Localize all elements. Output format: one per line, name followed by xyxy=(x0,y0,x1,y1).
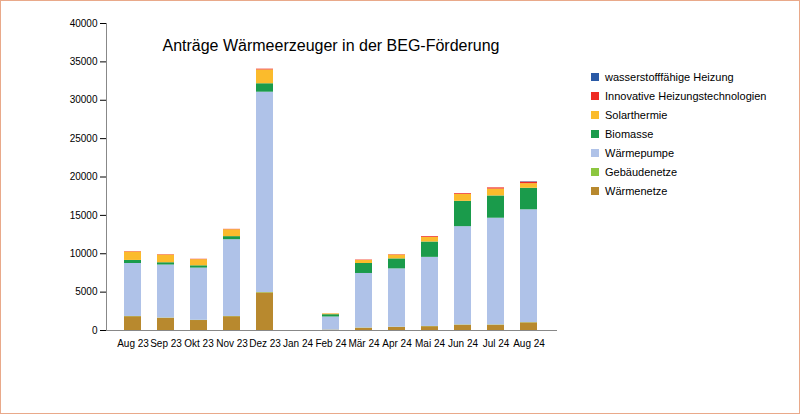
svg-text:Jan 24: Jan 24 xyxy=(283,338,313,349)
html-text:Innovative Heizungstechnologie: Innovative Heizungstechnologien xyxy=(605,89,767,102)
svg-text:0: 0 xyxy=(92,325,98,336)
svg-text:30000: 30000 xyxy=(70,94,98,105)
svg-text:Aug 23: Aug 23 xyxy=(117,338,149,349)
svg-text:25000: 25000 xyxy=(70,133,98,144)
svg-text:Mai 24: Mai 24 xyxy=(415,338,445,349)
svg-text:Jul 24: Jul 24 xyxy=(483,338,510,349)
svg-text:Jun 24: Jun 24 xyxy=(448,338,478,349)
svg-text:20000: 20000 xyxy=(70,171,98,182)
html-text:Biomasse: Biomasse xyxy=(605,127,654,140)
svg-text:Feb 24: Feb 24 xyxy=(315,338,347,349)
html-text:Wärmepumpe: Wärmepumpe xyxy=(605,146,675,159)
svg-text:10000: 10000 xyxy=(70,248,98,259)
html-text:Gebäudenetze: Gebäudenetze xyxy=(605,165,678,178)
svg-text:15000: 15000 xyxy=(70,210,98,221)
svg-text:Mär 24: Mär 24 xyxy=(348,338,380,349)
svg-text:40000: 40000 xyxy=(70,18,98,29)
html-text:Solarthermie: Solarthermie xyxy=(605,108,668,121)
svg-text:Apr 24: Apr 24 xyxy=(382,338,412,349)
svg-text:Okt 23: Okt 23 xyxy=(184,338,214,349)
html-text:wasserstofffähige Heizung: wasserstofffähige Heizung xyxy=(605,70,734,83)
html-text:Wärmenetze: Wärmenetze xyxy=(605,184,668,197)
svg-text:Aug 24: Aug 24 xyxy=(513,338,545,349)
svg-text:Nov 23: Nov 23 xyxy=(216,338,248,349)
svg-text:5000: 5000 xyxy=(75,286,98,297)
svg-text:Dez 23: Dez 23 xyxy=(249,338,281,349)
svg-text:Sep 23: Sep 23 xyxy=(150,338,182,349)
svg-text:35000: 35000 xyxy=(70,56,98,67)
html-text:Anträge Wärmeerzeuger in der B: Anträge Wärmeerzeuger in der BEG-Förderu… xyxy=(162,37,500,54)
